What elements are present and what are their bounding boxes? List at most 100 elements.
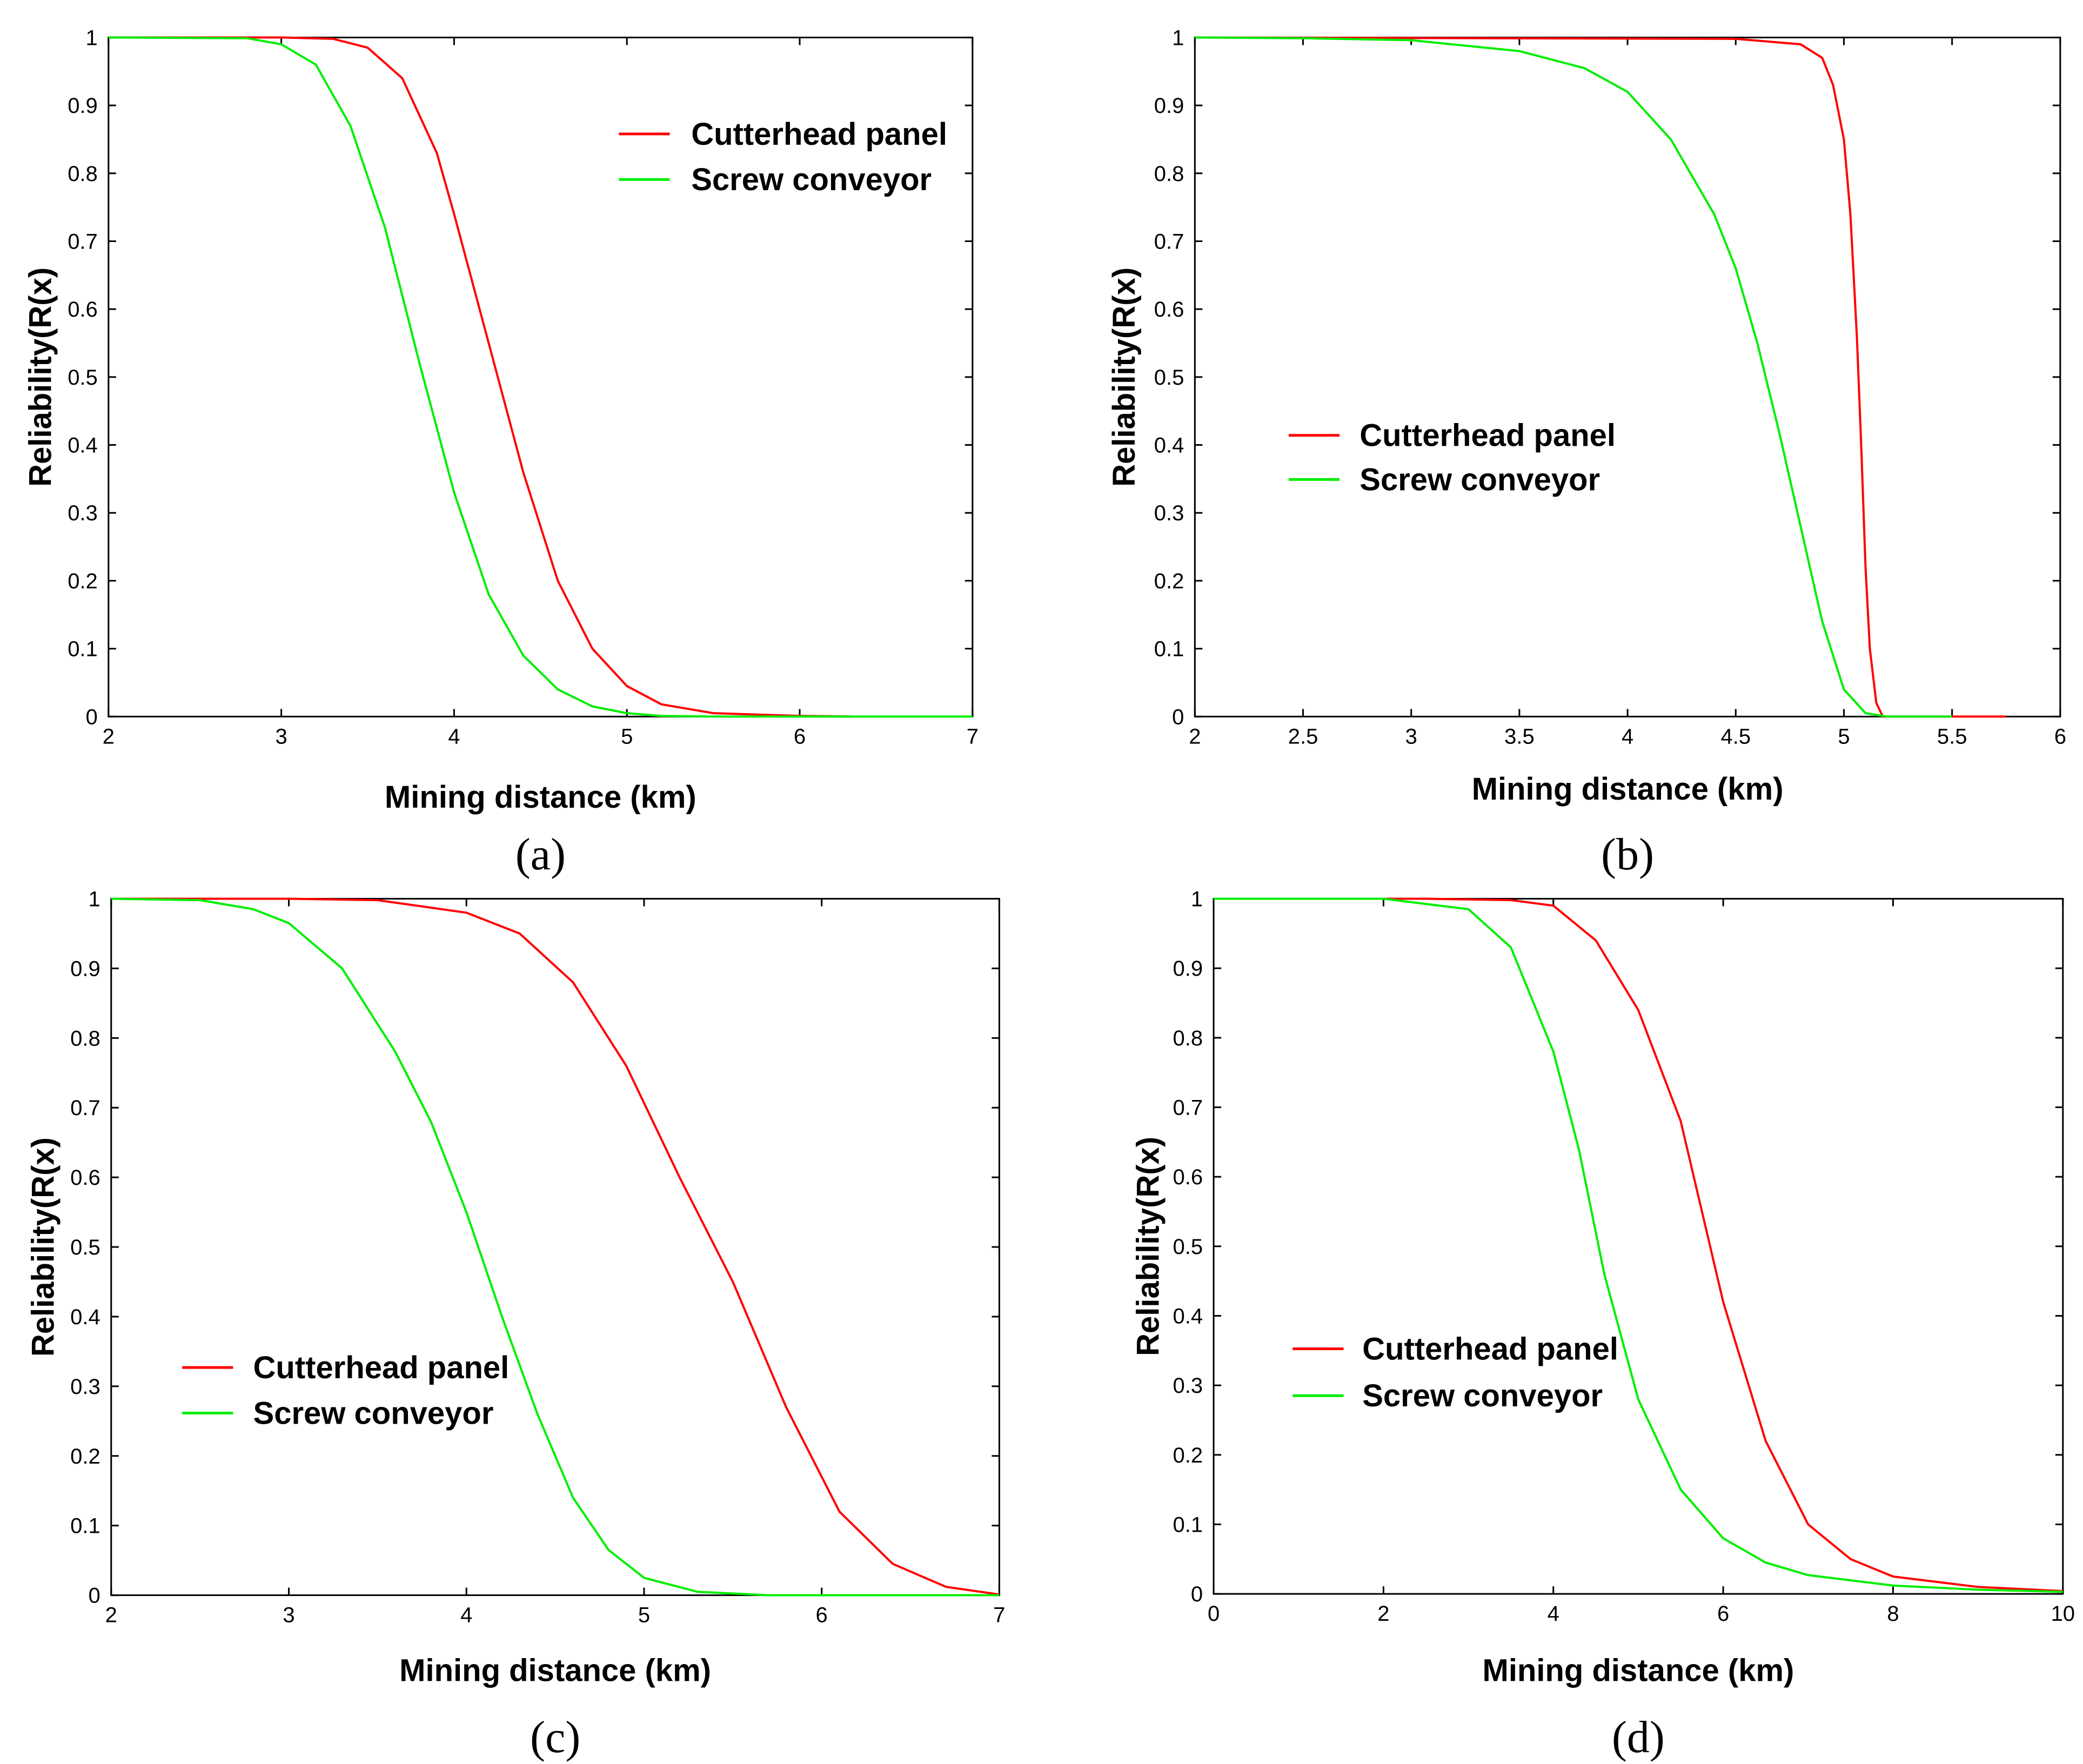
- x-tick-label: 4: [1548, 1602, 1559, 1626]
- x-tick-label: 5: [621, 725, 633, 748]
- y-tick-label: 0.9: [1154, 94, 1184, 118]
- y-tick-label: 0: [1191, 1582, 1203, 1606]
- cutterhead-panel-line: [1195, 36, 2006, 718]
- screw-conveyor-line: [1195, 36, 1952, 718]
- y-tick-label: 0.9: [1173, 957, 1203, 981]
- y-tick-label: 1: [89, 887, 101, 911]
- y-tick-label: 0.8: [70, 1027, 101, 1050]
- y-tick-label: 1: [1172, 26, 1184, 50]
- y-tick-label: 0.3: [1154, 501, 1184, 525]
- y-tick-label: 0.1: [1173, 1513, 1203, 1537]
- y-tick-label: 0.4: [1173, 1304, 1203, 1328]
- x-tick-label: 2.5: [1288, 725, 1318, 748]
- x-tick-label: 5: [1838, 725, 1850, 748]
- x-tick-label: 10: [2051, 1602, 2075, 1626]
- chart-panel-3: 2 3 4 5 6 7 0 0.1 0.2 0.3 0.4 0.5 0.6 0.7 0.8 0.9 1 Cutte…: [25, 887, 1005, 1762]
- x-tick-label: 2: [1189, 725, 1201, 748]
- x-tick-label: 0: [1208, 1602, 1220, 1626]
- plot-frame: [1213, 897, 2064, 1595]
- screw-conveyor-line: [108, 36, 973, 718]
- x-axis-label: Mining distance (km): [1483, 1653, 1794, 1688]
- x-tick-label: 4: [1622, 725, 1633, 748]
- x-axis-label: Mining distance (km): [385, 780, 696, 815]
- legend-label: Screw conveyor: [691, 162, 932, 197]
- y-tick-label: 0.6: [1173, 1165, 1203, 1189]
- y-tick-label: 0.3: [70, 1375, 101, 1399]
- y-axis-label: Reliability(R(x): [1131, 1137, 1166, 1356]
- y-tick-label: 0.2: [1154, 569, 1184, 593]
- y-tick-label: 1: [1191, 887, 1203, 911]
- legend-label: Cutterhead panel: [1362, 1331, 1618, 1366]
- chart-panel-2: 2 2.5 3 3.5 4 4.5 5 5.5 6 0 0.1 0.2 0.3 0.4 0.5 0.6 0.7 0…: [1107, 26, 2066, 880]
- cutterhead-panel-line: [108, 36, 852, 718]
- y-tick-label: 0.7: [1154, 230, 1184, 253]
- legend-label: Cutterhead panel: [1359, 418, 1616, 453]
- chart-panel-1: 2 3 4 5 6 7 0 0.1 0.2 0.3 0.4 0.5 0.6 0.7 0.8 0.9 1 Cutte…: [23, 26, 979, 880]
- y-tick-label: 0.9: [70, 957, 101, 981]
- y-tick-label: 0.6: [70, 1166, 101, 1190]
- x-tick-label: 2: [1377, 1602, 1389, 1626]
- legend-label: Screw conveyor: [253, 1396, 494, 1431]
- y-tick-label: 0.2: [68, 569, 98, 593]
- panel-caption: (b): [1601, 829, 1654, 880]
- y-tick-label: 0: [89, 1584, 101, 1608]
- x-tick-label: 7: [967, 725, 979, 748]
- y-tick-label: 0.4: [68, 434, 98, 458]
- y-tick-label: 1: [86, 26, 98, 50]
- x-tick-label: 4: [448, 725, 460, 748]
- x-tick-label: 7: [993, 1604, 1005, 1627]
- x-tick-label: 6: [2054, 725, 2066, 748]
- y-tick-label: 0.3: [68, 501, 98, 525]
- x-tick-label: 2: [105, 1604, 117, 1627]
- legend-label: Screw conveyor: [1362, 1378, 1603, 1413]
- y-tick-label: 0: [1172, 705, 1184, 729]
- cutterhead-panel-line: [1214, 897, 2063, 1592]
- y-tick-label: 0: [86, 705, 98, 729]
- y-tick-label: 0.5: [70, 1236, 101, 1259]
- legend-label: Cutterhead panel: [691, 117, 947, 152]
- y-tick-label: 0.5: [1154, 366, 1184, 390]
- x-tick-label: 8: [1887, 1602, 1899, 1626]
- chart-panel-4: 0 2 4 6 8 10 0 0.1 0.2 0.3 0.4 0.5 0.6 0.7 0.8 0.9 1 Cutt…: [1131, 887, 2075, 1762]
- screw-conveyor-line: [1214, 897, 2063, 1593]
- x-tick-label: 3.5: [1504, 725, 1535, 748]
- y-tick-label: 0.8: [1154, 162, 1184, 186]
- y-tick-label: 0.4: [70, 1305, 101, 1329]
- cutterhead-panel-line: [111, 897, 1000, 1596]
- plot-frame: [110, 897, 1000, 1597]
- y-tick-label: 0.2: [1173, 1444, 1203, 1467]
- y-tick-label: 0.9: [68, 94, 98, 118]
- x-tick-label: 6: [1717, 1602, 1729, 1626]
- y-tick-label: 0.7: [68, 230, 98, 253]
- legend-label: Cutterhead panel: [253, 1350, 510, 1385]
- x-tick-label: 6: [816, 1604, 828, 1627]
- y-tick-label: 0.5: [1173, 1235, 1203, 1259]
- y-tick-label: 0.1: [70, 1514, 101, 1538]
- y-tick-label: 0.1: [1154, 638, 1184, 661]
- x-tick-label: 6: [794, 725, 806, 748]
- x-tick-label: 5: [638, 1604, 650, 1627]
- x-tick-label: 5.5: [1937, 725, 1967, 748]
- y-tick-label: 0.6: [68, 298, 98, 321]
- x-tick-label: 3: [1405, 725, 1417, 748]
- x-tick-label: 4.5: [1720, 725, 1751, 748]
- y-tick-label: 0.6: [1154, 298, 1184, 321]
- panel-caption: (d): [1612, 1712, 1665, 1762]
- x-tick-label: 3: [275, 725, 287, 748]
- x-tick-label: 3: [283, 1604, 294, 1627]
- x-tick-label: 4: [460, 1604, 472, 1627]
- y-tick-label: 0.8: [68, 162, 98, 186]
- x-axis-label: Mining distance (km): [1472, 772, 1784, 807]
- y-tick-label: 0.7: [1173, 1096, 1203, 1119]
- y-tick-label: 0.8: [1173, 1027, 1203, 1050]
- y-tick-label: 0.5: [68, 366, 98, 390]
- panel-caption: (a): [515, 829, 566, 880]
- y-axis-label: Reliability(R(x): [23, 267, 58, 487]
- panel-caption: (c): [530, 1712, 580, 1762]
- x-axis-label: Mining distance (km): [399, 1653, 711, 1688]
- plot-frame: [1194, 36, 2061, 717]
- y-tick-label: 0.7: [70, 1096, 101, 1120]
- y-tick-label: 0.2: [70, 1445, 101, 1468]
- y-axis-label: Reliability(R(x): [1107, 267, 1142, 487]
